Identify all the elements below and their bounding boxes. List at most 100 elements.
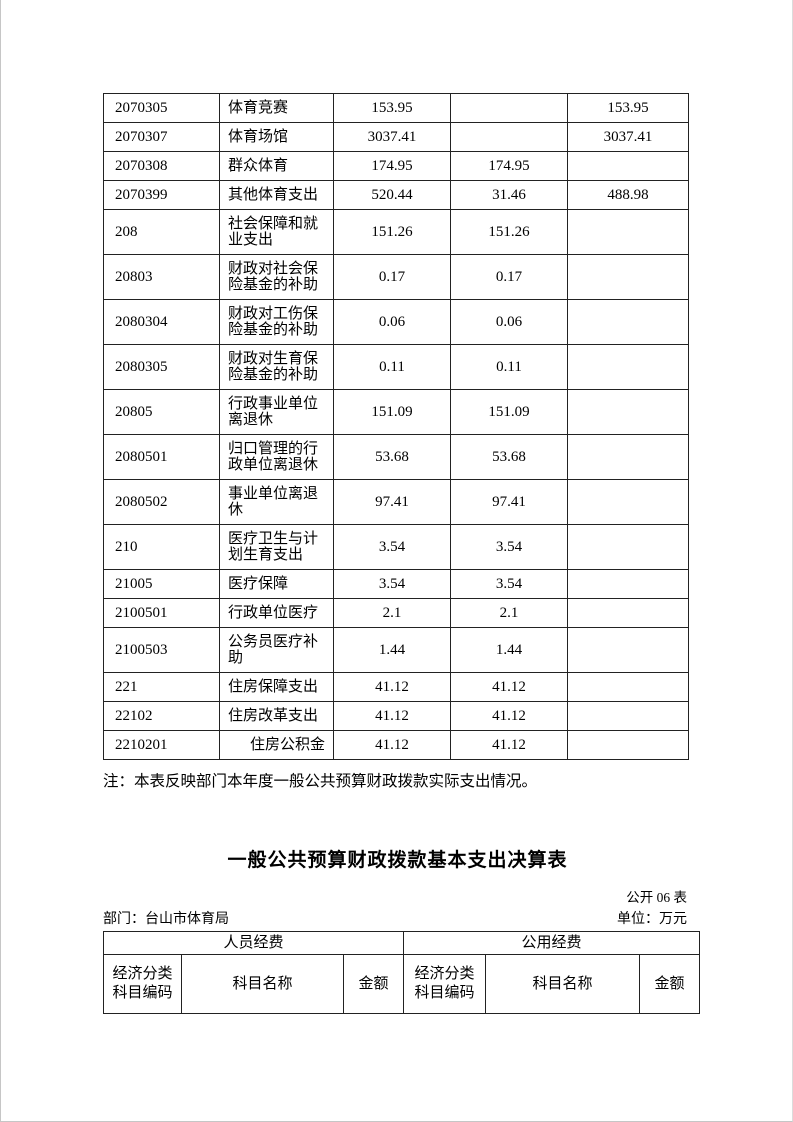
amount-col3-cell xyxy=(567,434,689,480)
amount-col1-cell: 41.12 xyxy=(333,672,451,702)
subject-code-cell: 2080501 xyxy=(103,434,220,480)
amount-col1-cell: 151.26 xyxy=(333,209,451,255)
amount-col1-cell: 41.12 xyxy=(333,730,451,760)
amount-col2-cell: 53.68 xyxy=(450,434,568,480)
amount-header-personnel: 金额 xyxy=(342,954,405,1014)
subject-name-cell: 行政单位医疗 xyxy=(219,598,334,628)
expenditure-table-row: 21005 医疗保障 3.54 3.54 xyxy=(103,569,689,599)
column-header-row: 经济分类科目编码 科目名称 金额 经济分类科目编码 科目名称 金额 xyxy=(103,954,701,1014)
amount-col2-cell: 1.44 xyxy=(450,627,568,673)
amount-col1-cell: 3.54 xyxy=(333,524,451,570)
expenditure-table-row: 2100501 行政单位医疗 2.1 2.1 xyxy=(103,598,689,628)
subject-code-cell: 210 xyxy=(103,524,220,570)
amount-col3-cell xyxy=(567,344,689,390)
expenditure-continuation-table: 2070305 体育竞赛 153.95 153.95 2070307 体育场馆 … xyxy=(103,93,689,760)
expenditure-table-row: 2070308 群众体育 174.95 174.95 xyxy=(103,151,689,181)
subject-name-cell: 体育竞赛 xyxy=(219,93,334,123)
amount-col3-cell xyxy=(567,389,689,435)
expenditure-table-row: 2210201 住房公积金 41.12 41.12 xyxy=(103,730,689,760)
amount-col3-cell: 3037.41 xyxy=(567,122,689,152)
amount-col1-cell: 3037.41 xyxy=(333,122,451,152)
subject-code-cell: 2210201 xyxy=(103,730,220,760)
amount-col1-cell: 151.09 xyxy=(333,389,451,435)
subject-name-cell: 医疗保障 xyxy=(219,569,334,599)
expenditure-table-row: 20803 财政对社会保险基金的补助 0.17 0.17 xyxy=(103,254,689,300)
expenditure-table-row: 2100503 公务员医疗补助 1.44 1.44 xyxy=(103,627,689,673)
subject-code-cell: 22102 xyxy=(103,701,220,731)
subject-code-cell: 2080305 xyxy=(103,344,220,390)
amount-col3-cell xyxy=(567,209,689,255)
amount-col2-cell: 2.1 xyxy=(450,598,568,628)
subject-name-cell: 社会保障和就业支出 xyxy=(219,209,334,255)
amount-col1-cell: 97.41 xyxy=(333,479,451,525)
subject-name-cell: 归口管理的行政单位离退休 xyxy=(219,434,334,480)
subject-code-cell: 2100503 xyxy=(103,627,220,673)
amount-col2-cell: 174.95 xyxy=(450,151,568,181)
personnel-funds-header: 人员经费 xyxy=(102,931,405,955)
amount-col1-cell: 0.11 xyxy=(333,344,451,390)
subject-code-cell: 2080304 xyxy=(103,299,220,345)
subject-name-cell: 医疗卫生与计划生育支出 xyxy=(219,524,334,570)
amount-col1-cell: 174.95 xyxy=(333,151,451,181)
amount-col1-cell: 153.95 xyxy=(333,93,451,123)
department-label: 部门：台山市体育局 xyxy=(103,912,229,927)
basic-table-header: 人员经费 公用经费 经济分类科目编码 科目名称 金额 经济分类科目编码 科目名称… xyxy=(102,931,701,1014)
expenditure-table-row: 221 住房保障支出 41.12 41.12 xyxy=(103,672,689,702)
amount-col1-cell: 1.44 xyxy=(333,627,451,673)
amount-col3-cell: 488.98 xyxy=(567,180,689,210)
subject-name-cell: 公务员医疗补助 xyxy=(219,627,334,673)
fund-group-header-row: 人员经费 公用经费 xyxy=(102,931,701,955)
unit-label: 单位：万元 xyxy=(617,912,687,927)
amount-col2-cell: 3.54 xyxy=(450,569,568,599)
subject-code-cell: 2070307 xyxy=(103,122,220,152)
amount-col2-cell: 97.41 xyxy=(450,479,568,525)
subject-name-cell: 体育场馆 xyxy=(219,122,334,152)
amount-col1-cell: 53.68 xyxy=(333,434,451,480)
amount-col2-cell: 41.12 xyxy=(450,730,568,760)
subject-code-cell: 21005 xyxy=(103,569,220,599)
amount-col3-cell xyxy=(567,479,689,525)
amount-header-public: 金额 xyxy=(639,954,701,1014)
amount-col2-cell: 151.26 xyxy=(450,209,568,255)
subject-name-cell: 其他体育支出 xyxy=(219,180,334,210)
subject-code-cell: 2080502 xyxy=(103,479,220,525)
table-meta-row: 部门：台山市体育局 单位：万元 xyxy=(103,908,687,928)
expenditure-table-row: 208 社会保障和就业支出 151.26 151.26 xyxy=(103,209,689,255)
expenditure-table-row: 210 医疗卫生与计划生育支出 3.54 3.54 xyxy=(103,524,689,570)
subject-code-cell: 208 xyxy=(103,209,220,255)
amount-col1-cell: 0.06 xyxy=(333,299,451,345)
amount-col2-cell: 0.11 xyxy=(450,344,568,390)
subject-name-cell: 群众体育 xyxy=(219,151,334,181)
subject-code-cell: 2070308 xyxy=(103,151,220,181)
table-note: 注：本表反映部门本年度一般公共预算财政拨款实际支出情况。 xyxy=(103,773,538,790)
expenditure-table-row: 2070305 体育竞赛 153.95 153.95 xyxy=(103,93,689,123)
basic-expenditure-table: 人员经费 公用经费 经济分类科目编码 科目名称 金额 经济分类科目编码 科目名称… xyxy=(102,931,701,1014)
subject-code-cell: 2100501 xyxy=(103,598,220,628)
amount-col1-cell: 520.44 xyxy=(333,180,451,210)
amount-col2-cell: 41.12 xyxy=(450,701,568,731)
amount-col2-cell: 0.06 xyxy=(450,299,568,345)
subject-name-cell: 财政对社会保险基金的补助 xyxy=(219,254,334,300)
subject-name-header-public: 科目名称 xyxy=(485,954,641,1014)
expenditure-table-row: 2070307 体育场馆 3037.41 3037.41 xyxy=(103,122,689,152)
amount-col3-cell: 153.95 xyxy=(567,93,689,123)
amount-col3-cell xyxy=(567,730,689,760)
subject-name-cell: 事业单位离退休 xyxy=(219,479,334,525)
amount-col2-cell: 41.12 xyxy=(450,672,568,702)
amount-col3-cell xyxy=(567,569,689,599)
subject-name-cell: 财政对生育保险基金的补助 xyxy=(219,344,334,390)
section-title: 一般公共预算财政拨款基本支出决算表 xyxy=(227,850,568,871)
subject-code-cell: 2070305 xyxy=(103,93,220,123)
amount-col3-cell xyxy=(567,524,689,570)
expenditure-table-body: 2070305 体育竞赛 153.95 153.95 2070307 体育场馆 … xyxy=(103,93,689,760)
expenditure-table-row: 2070399 其他体育支出 520.44 31.46 488.98 xyxy=(103,180,689,210)
amount-col2-cell: 31.46 xyxy=(450,180,568,210)
amount-col1-cell: 41.12 xyxy=(333,701,451,731)
subject-name-cell: 行政事业单位离退休 xyxy=(219,389,334,435)
subject-code-cell: 20803 xyxy=(103,254,220,300)
subject-code-cell: 20805 xyxy=(103,389,220,435)
amount-col2-cell xyxy=(450,93,568,123)
subject-name-header-personnel: 科目名称 xyxy=(181,954,344,1014)
subject-name-cell: 住房保障支出 xyxy=(219,672,334,702)
